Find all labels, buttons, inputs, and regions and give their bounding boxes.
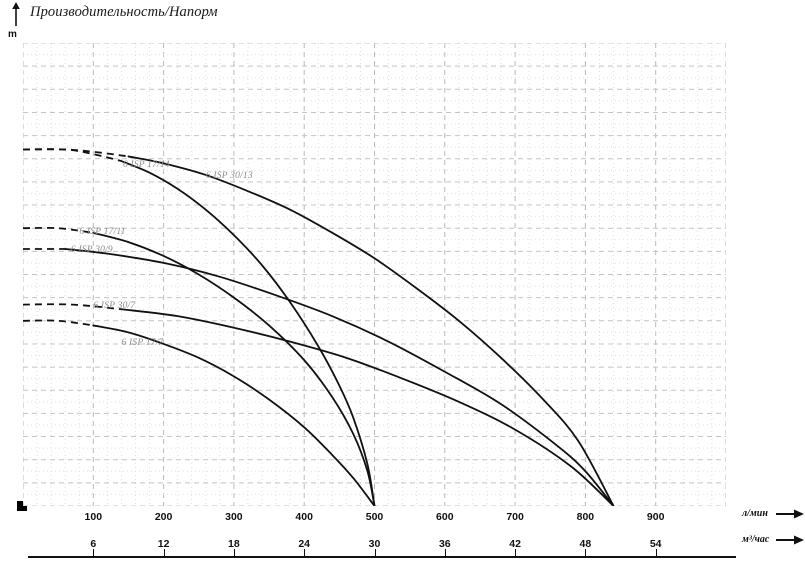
curve-dashed-4	[23, 303, 122, 311]
axis-tick-mark	[585, 549, 587, 557]
curve-0	[127, 155, 615, 506]
axis-tick-mark	[163, 549, 165, 557]
curve-5	[92, 324, 376, 506]
x-tick-label-m3h: 6	[90, 538, 97, 550]
x-tick-label-m3h: 48	[579, 538, 592, 550]
x-tick-label-lpm: 100	[84, 511, 103, 523]
curves-layer	[23, 148, 615, 506]
axis-tick-mark	[515, 549, 517, 557]
curve-label-5: 6 ISP 17/7	[121, 337, 164, 348]
right-arrow-icon-2	[776, 533, 805, 545]
curve-3	[64, 248, 615, 506]
x-tick-label-m3h: 36	[438, 538, 451, 550]
axis-tick-mark	[233, 549, 235, 557]
curve-label-2: 6 ISP 17/11	[79, 226, 126, 237]
x-tick-label-lpm: 500	[365, 511, 384, 523]
x-tick-label-m3h: 42	[509, 538, 521, 550]
x-tick-label-lpm: 700	[506, 511, 524, 523]
bottom-axis-line	[28, 556, 736, 558]
curve-dashed-5	[23, 319, 94, 327]
axis-tick-mark	[655, 549, 657, 557]
x-tick-label-lpm: 800	[576, 511, 595, 523]
x-axis-unit-m3h: м³/час	[742, 534, 770, 545]
axis-tick-mark	[93, 549, 95, 557]
x-tick-label-lpm: 900	[646, 511, 665, 523]
curve-label-3: 6 ISP 30/9	[70, 245, 113, 256]
curve-dashed-1	[23, 148, 122, 162]
curve-dashed-2	[23, 226, 94, 234]
curve-label-1: 6 ISP 17/14	[122, 159, 170, 170]
origin-marker	[17, 501, 27, 511]
x-tick-label-m3h: 18	[228, 538, 240, 550]
grid-layer	[23, 43, 726, 506]
axis-tick-mark	[444, 549, 446, 557]
plot-area	[23, 43, 726, 506]
curve-2	[92, 231, 376, 506]
x-tick-label-lpm: 300	[225, 511, 243, 523]
curve-4	[120, 308, 615, 506]
y-axis-unit-label: m	[8, 29, 17, 40]
x-tick-label-lpm: 200	[154, 511, 173, 523]
x-tick-label-lpm: 400	[295, 511, 313, 523]
curve-label-4: 6 ISP 30/7	[93, 300, 136, 311]
curve-label-0: 6 ISP 30/13	[205, 171, 253, 182]
axis-tick-mark	[374, 549, 376, 557]
page-title: Производительность/Напорм	[30, 4, 218, 20]
x-axis-unit-lpm: л/мин	[742, 508, 768, 519]
x-tick-label-lpm: 600	[436, 511, 454, 523]
x-tick-label-m3h: 24	[298, 538, 311, 550]
x-tick-label-m3h: 54	[649, 538, 662, 550]
curve-1	[120, 160, 376, 506]
x-tick-label-m3h: 12	[157, 538, 170, 550]
up-arrow-icon	[8, 2, 24, 28]
axis-tick-mark	[304, 549, 306, 557]
x-tick-label-m3h: 30	[368, 538, 381, 550]
right-arrow-icon	[776, 507, 805, 519]
curve-dashed-0	[23, 148, 129, 158]
